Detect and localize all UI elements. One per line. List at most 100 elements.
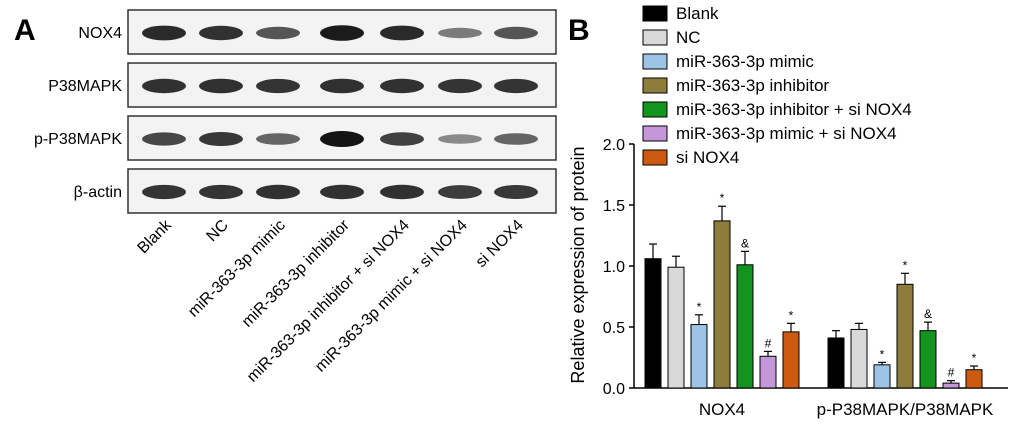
blot-row-label: NOX4 <box>78 25 122 42</box>
blot-band <box>494 26 538 40</box>
blot-band <box>320 131 364 147</box>
significance-mark: * <box>903 258 908 272</box>
blot-row-3: β-actin <box>74 168 557 214</box>
blot-band <box>142 132 186 146</box>
blot-band <box>438 185 482 199</box>
chart-bars: * * & # * * * & # * <box>644 191 983 389</box>
blot-rows: NOX4 P38MAPK p-P38MAPK β-actin <box>34 9 557 214</box>
legend-swatch <box>642 53 668 70</box>
significance-mark: * <box>720 191 725 205</box>
bar-group: * * & # * <box>827 258 983 389</box>
blot-row-label: P38MAPK <box>48 78 122 95</box>
legend-label: miR-363-3p inhibitor + si NOX4 <box>676 100 912 119</box>
blot-band <box>438 134 482 144</box>
blot-band <box>438 27 482 39</box>
bar <box>690 324 708 389</box>
significance-mark: * <box>697 300 702 314</box>
legend-item: NC <box>642 28 701 47</box>
panel-a-letter: A <box>14 14 36 47</box>
legend-item: Blank <box>642 4 719 23</box>
x-category-label: NOX4 <box>699 400 745 419</box>
significance-mark: & <box>741 236 749 250</box>
legend-label: NC <box>676 28 701 47</box>
legend-label: Blank <box>676 4 719 23</box>
bar <box>782 331 800 389</box>
bar <box>667 266 685 389</box>
blot-band <box>494 185 538 199</box>
panel-a-western-blot: A NOX4 P38MAPK p-P38MAPK β-actin Blank NC miR… <box>14 9 557 386</box>
y-tick-label: 1.5 <box>603 198 625 215</box>
blot-row-1: P38MAPK <box>48 62 557 108</box>
legend-swatch <box>642 149 668 166</box>
significance-mark: * <box>880 347 885 361</box>
bar <box>759 355 777 389</box>
blot-band <box>199 78 243 94</box>
legend-item: miR-363-3p mimic <box>642 52 814 71</box>
blot-band <box>380 184 424 200</box>
bar <box>965 369 983 389</box>
bar <box>850 328 868 389</box>
legend-swatch <box>642 5 668 22</box>
legend-label: miR-363-3p mimic + si NOX4 <box>676 124 897 143</box>
y-tick-label: 2.0 <box>603 137 625 154</box>
lane-label: miR-363-3p inhibitor <box>239 216 353 330</box>
legend-label: miR-363-3p mimic <box>676 52 814 71</box>
blot-band <box>256 184 300 200</box>
blot-band <box>142 25 186 41</box>
significance-mark: * <box>972 351 977 365</box>
blot-band <box>320 184 364 200</box>
significance-mark: # <box>948 366 955 380</box>
y-tick-label: 0.0 <box>603 381 625 398</box>
blot-row-0: NOX4 <box>78 9 557 55</box>
bar-group: * * & # * <box>644 191 800 389</box>
significance-mark: * <box>789 308 794 322</box>
bar <box>896 283 914 389</box>
chart-axes: 0.0 0.5 1.0 1.5 2.0 NOX4 p-P38MAPK/P38MAPK <box>603 137 1008 419</box>
blot-band <box>256 133 300 145</box>
bar <box>827 337 845 389</box>
legend-swatch <box>642 125 668 142</box>
blot-band <box>380 78 424 94</box>
y-tick-label: 0.5 <box>603 320 625 337</box>
blot-band <box>256 26 300 40</box>
legend-label: si NOX4 <box>676 148 739 167</box>
panel-b-letter: B <box>568 14 590 47</box>
blot-row-label: β-actin <box>74 184 122 201</box>
blot-band <box>199 184 243 200</box>
x-category-label: p-P38MAPK/P38MAPK <box>817 400 994 419</box>
bar <box>644 258 662 389</box>
blot-band <box>199 25 243 41</box>
legend-swatch <box>642 29 668 46</box>
chart-legend: Blank NC miR-363-3p mimic miR-363-3p inhibi… <box>642 4 912 167</box>
blot-band <box>494 78 538 94</box>
y-axis-title: Relative expression of protein <box>568 146 588 383</box>
bar <box>919 330 937 389</box>
legend-swatch <box>642 101 668 118</box>
blot-band <box>380 132 424 146</box>
significance-mark: & <box>924 307 932 321</box>
legend-item: miR-363-3p inhibitor <box>642 76 829 95</box>
legend-item: si NOX4 <box>642 148 739 167</box>
legend-item: miR-363-3p inhibitor + si NOX4 <box>642 100 912 119</box>
blot-band <box>494 133 538 145</box>
blot-band <box>320 25 364 41</box>
blot-band <box>142 78 186 94</box>
blot-band <box>320 78 364 94</box>
blot-row-2: p-P38MAPK <box>34 115 557 161</box>
significance-mark: # <box>765 336 772 350</box>
bar <box>713 220 731 389</box>
bar <box>873 364 891 389</box>
legend-label: miR-363-3p inhibitor <box>676 76 829 95</box>
lane-label: NC <box>203 217 231 245</box>
bar <box>942 382 960 389</box>
blot-band <box>438 78 482 94</box>
blot-band <box>142 184 186 200</box>
y-tick-label: 1.0 <box>603 259 625 276</box>
blot-band <box>199 132 243 146</box>
legend-item: miR-363-3p mimic + si NOX4 <box>642 124 897 143</box>
legend-swatch <box>642 77 668 94</box>
blot-row-label: p-P38MAPK <box>34 131 122 148</box>
blot-band <box>380 25 424 41</box>
